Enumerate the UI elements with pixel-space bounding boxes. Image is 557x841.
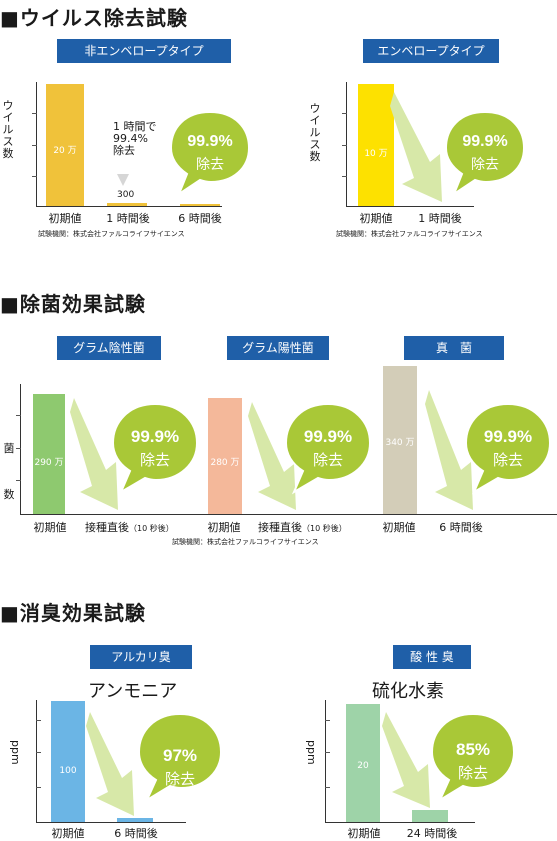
removal-bubble bbox=[137, 712, 223, 803]
removal-bubble bbox=[444, 110, 526, 197]
x-label: 6 時間後 bbox=[439, 521, 483, 534]
x-label: 初期値 bbox=[207, 521, 241, 534]
tag-non-envelope: 非エンベロープタイプ bbox=[57, 39, 231, 63]
gas-name-ammonia: アンモニア bbox=[88, 681, 178, 702]
ppm-y-label: ppm bbox=[305, 740, 318, 765]
virus-y-axis-1 bbox=[36, 82, 37, 206]
tick bbox=[325, 752, 330, 753]
virus-y-label-2: ウイルス数 bbox=[309, 102, 321, 163]
virus-x-axis-2 bbox=[346, 206, 474, 207]
decrease-arrow-icon bbox=[382, 712, 430, 808]
bar-initial-ammonia bbox=[51, 701, 85, 822]
bacteria-y-axis bbox=[20, 384, 21, 514]
ammonia-y-axis bbox=[36, 700, 37, 822]
bar-initial-non-envelope bbox=[46, 84, 84, 206]
test-institution-note: 試験機関：株式会社ファルコライフサイエンス bbox=[336, 230, 483, 238]
removal-bubble bbox=[169, 110, 251, 197]
tick bbox=[36, 752, 41, 753]
x-label: 6 時間後 bbox=[178, 212, 222, 225]
tick bbox=[342, 176, 347, 177]
bar-after-h2s bbox=[412, 810, 448, 822]
bar-1h-non-envelope bbox=[107, 203, 147, 206]
odor-section-title: ■消臭効果試験 bbox=[0, 601, 146, 625]
bar-initial-gram-negative bbox=[33, 394, 65, 514]
bar-initial-h2s bbox=[346, 704, 380, 822]
tag-acidic-odor: 酸 性 臭 bbox=[393, 645, 471, 669]
x-label: 初期値 bbox=[359, 212, 393, 225]
x-label: 接種直後（10 秒後） bbox=[85, 521, 174, 534]
bacteria-section-title: ■除菌効果試験 bbox=[0, 292, 146, 316]
bar-after-ammonia bbox=[117, 818, 153, 822]
removal-bubble bbox=[464, 402, 552, 495]
tag-envelope: エンベロープタイプ bbox=[363, 39, 499, 63]
bar-6h-non-envelope bbox=[180, 204, 220, 206]
tick bbox=[325, 787, 330, 788]
x-label: 初期値 bbox=[347, 827, 381, 840]
tick bbox=[36, 720, 41, 721]
bacteria-y-label: 菌数 bbox=[3, 442, 15, 501]
x-label: 初期値 bbox=[48, 212, 82, 225]
bar-value-label: 100 bbox=[59, 766, 77, 776]
decrease-arrow-icon bbox=[390, 92, 442, 202]
tick bbox=[32, 145, 37, 146]
tick bbox=[32, 176, 37, 177]
test-institution-note: 試験機関：株式会社ファルコライフサイエンス bbox=[172, 538, 319, 546]
x-label: 24 時間後 bbox=[406, 827, 458, 840]
tag-fungi: 真 菌 bbox=[404, 336, 504, 360]
bar-initial-envelope bbox=[358, 84, 394, 206]
tick bbox=[342, 145, 347, 146]
tag-gram-negative: グラム陰性菌 bbox=[57, 336, 161, 360]
bar-value-label: 290 万 bbox=[34, 458, 64, 468]
tick bbox=[16, 480, 21, 481]
tick bbox=[36, 787, 41, 788]
virus-x-axis-1 bbox=[36, 206, 222, 207]
tick bbox=[325, 720, 330, 721]
x-label: 接種直後（10 秒後） bbox=[258, 521, 347, 534]
removal-bubble bbox=[430, 712, 516, 803]
virus-section-title: ■ウイルス除去試験 bbox=[0, 6, 188, 30]
tag-gram-positive: グラム陽性菌 bbox=[227, 336, 329, 360]
x-label: 1 時間後 bbox=[106, 212, 150, 225]
removal-bubble bbox=[284, 402, 372, 495]
small-arrow-icon bbox=[117, 160, 129, 186]
bar-value-label: 20 bbox=[357, 761, 369, 771]
x-label: 6 時間後 bbox=[114, 827, 158, 840]
tick bbox=[32, 113, 37, 114]
bar-value-label: 340 万 bbox=[385, 438, 415, 448]
gas-name-hydrogen-sulfide: 硫化水素 bbox=[372, 681, 444, 702]
virus-y-label-1: ウイルス数 bbox=[2, 99, 14, 160]
virus-y-axis-2 bbox=[346, 82, 347, 206]
tag-alkaline-odor: アルカリ臭 bbox=[90, 645, 192, 669]
x-label: 初期値 bbox=[33, 521, 67, 534]
decrease-arrow-icon bbox=[425, 390, 473, 510]
decrease-arrow-icon bbox=[248, 402, 296, 510]
tick bbox=[16, 448, 21, 449]
ppm-y-label: ppm bbox=[9, 740, 22, 765]
h2s-y-axis bbox=[325, 700, 326, 822]
tick bbox=[342, 113, 347, 114]
h2s-x-axis bbox=[325, 822, 475, 823]
bar-initial-gram-positive bbox=[208, 398, 242, 514]
reduction-annotation: 1 時間で 99.4% 除去 bbox=[113, 120, 157, 157]
test-institution-note: 試験機関：株式会社ファルコライフサイエンス bbox=[38, 230, 185, 238]
decrease-arrow-icon bbox=[70, 398, 118, 510]
x-label: 1 時間後 bbox=[418, 212, 462, 225]
removal-bubble bbox=[111, 402, 199, 495]
bar-initial-fungi bbox=[383, 366, 417, 514]
after-value-label: 300 bbox=[117, 190, 135, 200]
bar-value-label: 10 万 bbox=[364, 149, 388, 159]
x-label: 初期値 bbox=[382, 521, 416, 534]
decrease-arrow-icon bbox=[86, 712, 134, 816]
tick bbox=[16, 415, 21, 416]
ammonia-x-axis bbox=[36, 822, 186, 823]
bar-value-label: 280 万 bbox=[210, 458, 240, 468]
bacteria-x-axis bbox=[20, 514, 557, 515]
x-label: 初期値 bbox=[51, 827, 85, 840]
bar-value-label: 20 万 bbox=[53, 146, 77, 156]
